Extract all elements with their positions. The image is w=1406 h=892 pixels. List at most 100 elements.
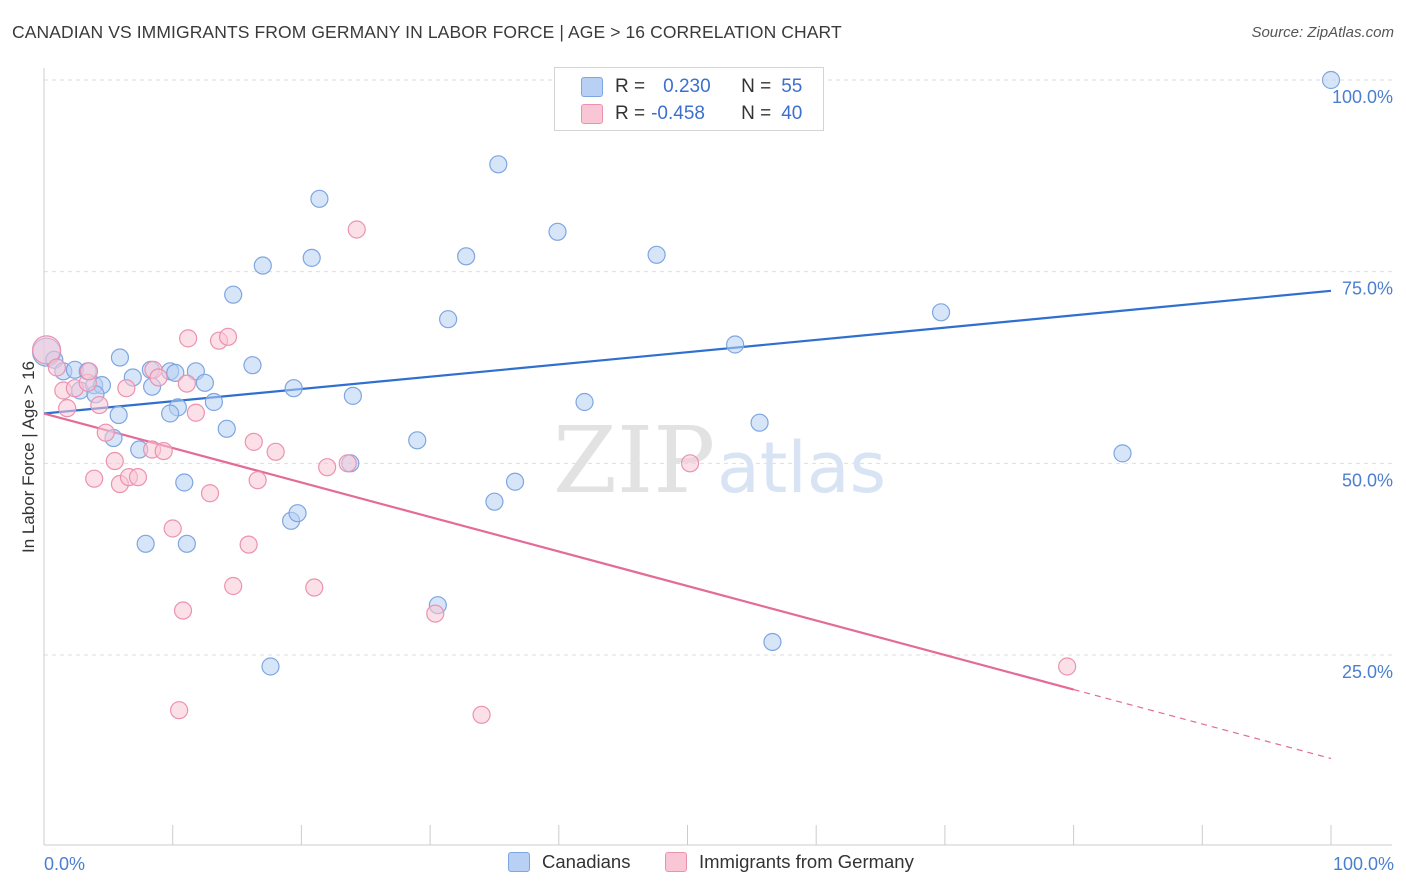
canadians-point <box>485 492 504 511</box>
germany-point <box>90 395 109 415</box>
canadians-legend-swatch <box>508 852 530 872</box>
germany-point <box>239 535 258 554</box>
canadians-point <box>575 392 594 412</box>
legend-item-germany: Immigrants from Germany <box>665 851 914 873</box>
n-value: 40 <box>781 102 803 124</box>
germany-point <box>218 327 238 346</box>
germany-legend-label: Immigrants from Germany <box>699 851 914 872</box>
r-label: R = <box>615 75 646 97</box>
legend-row-germany: R = -0.458 N = 40 <box>555 100 802 127</box>
r-label: R = <box>615 102 646 124</box>
canadians-point <box>243 356 262 375</box>
germany-point <box>31 335 62 365</box>
canadians-point <box>175 473 194 492</box>
canadians-point <box>1113 444 1132 463</box>
watermark: ZIP atlas <box>553 407 886 514</box>
stats-legend: R = 0.230 N = 55 R = -0.458 N = 40 <box>554 67 824 131</box>
canadians-point <box>408 431 427 450</box>
canadians-point <box>647 245 666 264</box>
germany-trend-line <box>43 412 1074 691</box>
canadians-point <box>288 504 307 523</box>
legend-row-canadians: R = 0.230 N = 55 <box>555 73 802 100</box>
germany-point <box>170 701 189 720</box>
canadians-point <box>161 404 180 423</box>
canadians-point <box>763 632 782 652</box>
canadians-legend-label: Canadians <box>542 851 631 872</box>
canadians-point <box>166 363 185 382</box>
germany-point <box>117 379 136 398</box>
germany-point <box>85 469 104 488</box>
canadians-point <box>505 472 525 491</box>
canadians-point <box>439 310 458 329</box>
germany-point <box>179 329 198 348</box>
germany-point <box>305 578 324 597</box>
germany-swatch <box>581 103 603 124</box>
canadians-point <box>310 189 329 208</box>
watermark-atlas: atlas <box>717 427 886 509</box>
germany-point <box>177 374 196 393</box>
r-value: -0.458 <box>651 102 705 124</box>
germany-point <box>163 519 182 538</box>
germany-point <box>173 601 193 620</box>
canadians-point <box>343 386 362 405</box>
y-tick-label: 25.0% <box>1342 662 1393 682</box>
r-value: 0.230 <box>663 75 711 97</box>
germany-point <box>186 403 205 422</box>
x-tick-label: 0.0% <box>44 854 85 874</box>
canadians-point <box>204 392 223 412</box>
canadians-point <box>489 155 508 174</box>
canadians-point <box>195 373 214 392</box>
trend-lines <box>43 289 1332 760</box>
canadians-point <box>217 419 236 438</box>
data-points <box>31 70 1341 724</box>
germany-point <box>96 423 115 442</box>
canadians-point <box>261 657 280 676</box>
germany-legend-swatch <box>665 852 687 872</box>
germany-point <box>47 358 66 377</box>
canadians-point <box>1321 70 1341 90</box>
y-tick-label: 50.0% <box>1342 470 1393 490</box>
germany-point <box>58 399 77 418</box>
germany-point <box>200 484 220 503</box>
canadians-point <box>302 248 321 267</box>
germany-point <box>347 220 366 239</box>
germany-point <box>105 451 124 471</box>
canadians-point <box>284 379 303 398</box>
canadians-point <box>726 335 745 354</box>
germany-point <box>244 432 263 451</box>
legend-item-canadians: Canadians <box>508 851 630 873</box>
canadians-point <box>136 534 155 553</box>
n-value: 55 <box>781 75 803 97</box>
germany-point <box>224 576 243 596</box>
germany-point <box>338 454 357 473</box>
canadians-point <box>931 303 951 322</box>
y-axis-title: In Labor Force | Age > 16 <box>19 361 38 553</box>
germany-point <box>1058 657 1077 676</box>
canadians-trend-line <box>43 289 1332 415</box>
canadians-point <box>457 247 476 266</box>
germany-point <box>318 458 337 477</box>
y-tick-label: 100.0% <box>1332 87 1393 107</box>
germany-point <box>154 441 173 461</box>
germany-trend-extension <box>1073 688 1332 760</box>
germany-point <box>680 454 700 473</box>
germany-point <box>248 471 267 490</box>
n-label: N = <box>741 102 772 124</box>
n-label: N = <box>741 75 772 97</box>
germany-point <box>149 368 168 387</box>
canadians-point <box>253 256 272 275</box>
axes <box>43 68 1392 846</box>
canadians-swatch <box>581 76 603 97</box>
germany-point <box>79 362 99 381</box>
germany-point <box>266 442 285 461</box>
canadians-point <box>177 534 196 553</box>
germany-point <box>472 705 491 724</box>
y-tick-label: 75.0% <box>1342 279 1393 299</box>
canadians-point <box>750 413 769 432</box>
canadians-point <box>548 222 567 241</box>
source-label: Source: ZipAtlas.com <box>1251 24 1394 41</box>
chart-title: CANADIAN VS IMMIGRANTS FROM GERMANY IN L… <box>12 22 842 42</box>
germany-point <box>128 468 148 487</box>
germany-point <box>426 604 445 623</box>
